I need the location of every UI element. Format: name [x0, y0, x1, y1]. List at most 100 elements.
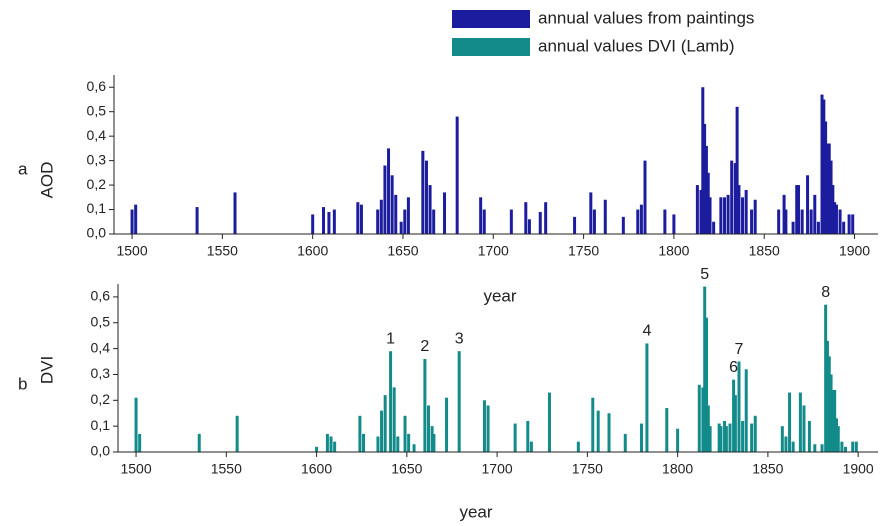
bar — [854, 441, 858, 452]
bar — [791, 441, 795, 452]
bar — [777, 209, 781, 234]
bar — [389, 351, 393, 452]
bar — [421, 150, 425, 234]
legend-swatch — [452, 38, 530, 56]
bar — [134, 204, 138, 234]
bar — [636, 209, 640, 234]
bar — [719, 426, 723, 452]
bar — [432, 209, 436, 234]
y-tick-label: 0,1 — [91, 417, 111, 433]
bar — [728, 423, 732, 452]
bar — [822, 99, 826, 234]
x-tick-label: 1550 — [207, 243, 238, 259]
bar — [544, 202, 548, 234]
bar — [802, 405, 806, 452]
panel-label: a — [18, 159, 28, 178]
bar — [383, 165, 387, 234]
bar — [197, 433, 201, 452]
x-tick-label: 1750 — [572, 461, 603, 477]
bar — [806, 175, 810, 234]
bar — [744, 189, 748, 234]
x-tick-label: 1650 — [387, 243, 418, 259]
bar — [724, 426, 728, 452]
bar — [315, 446, 319, 452]
bar — [730, 160, 734, 234]
bar — [750, 209, 754, 234]
bar — [701, 87, 705, 234]
bar — [333, 441, 337, 452]
bar — [621, 216, 625, 234]
bar — [842, 221, 846, 234]
bar — [329, 436, 333, 452]
bar — [705, 317, 709, 452]
x-tick-label: 1850 — [749, 243, 780, 259]
bar — [359, 204, 363, 234]
bar — [130, 209, 134, 234]
x-tick-label: 1700 — [478, 243, 509, 259]
bar — [780, 426, 784, 452]
bar — [676, 428, 680, 452]
y-tick-label: 0,3 — [87, 151, 107, 167]
x-tick-label: 1700 — [482, 461, 513, 477]
bar — [753, 415, 757, 452]
bar — [665, 408, 669, 452]
y-tick-label: 0,2 — [87, 176, 107, 192]
bar — [813, 194, 817, 234]
bar — [443, 192, 447, 234]
bar — [592, 209, 596, 234]
bar — [807, 420, 811, 452]
legend-label: annual values from paintings — [538, 8, 754, 27]
bar — [726, 194, 730, 234]
bar — [327, 211, 331, 234]
bar — [387, 148, 391, 234]
bar — [813, 444, 817, 452]
bar — [829, 160, 833, 234]
x-axis-label: year — [483, 286, 516, 305]
bar — [833, 202, 837, 234]
bar — [576, 441, 580, 452]
bar — [195, 207, 199, 234]
bar — [708, 426, 712, 452]
bar — [816, 221, 820, 234]
bar — [701, 387, 705, 452]
bar — [784, 436, 788, 452]
bar — [482, 400, 486, 452]
bar — [538, 211, 542, 234]
y-tick-label: 0,5 — [87, 102, 107, 118]
bar — [589, 192, 593, 234]
y-tick-label: 0,2 — [91, 391, 111, 407]
x-tick-label: 1900 — [843, 461, 874, 477]
bar — [712, 221, 716, 234]
bar — [699, 189, 703, 234]
bar — [737, 185, 741, 234]
bar — [392, 387, 396, 452]
bar — [376, 436, 380, 452]
bar — [820, 94, 824, 234]
annotation: 5 — [700, 266, 709, 283]
bar — [827, 356, 831, 452]
bar — [840, 441, 844, 452]
bar — [643, 160, 647, 234]
bar — [455, 116, 459, 234]
bar — [820, 444, 824, 452]
bar — [403, 209, 407, 234]
y-tick-label: 0,6 — [91, 288, 111, 304]
bar — [311, 214, 315, 234]
bar — [798, 392, 802, 452]
y-tick-label: 0,3 — [91, 365, 111, 381]
bar — [672, 214, 676, 234]
bar — [513, 423, 517, 452]
bar — [233, 192, 237, 234]
y-tick-label: 0,4 — [91, 339, 111, 355]
x-tick-label: 1550 — [211, 461, 242, 477]
bar — [834, 204, 838, 234]
bar — [847, 214, 851, 234]
bar — [428, 185, 432, 234]
bar — [824, 304, 828, 452]
bar — [524, 202, 528, 234]
bar — [623, 433, 627, 452]
bar — [325, 433, 329, 452]
bar — [407, 433, 411, 452]
